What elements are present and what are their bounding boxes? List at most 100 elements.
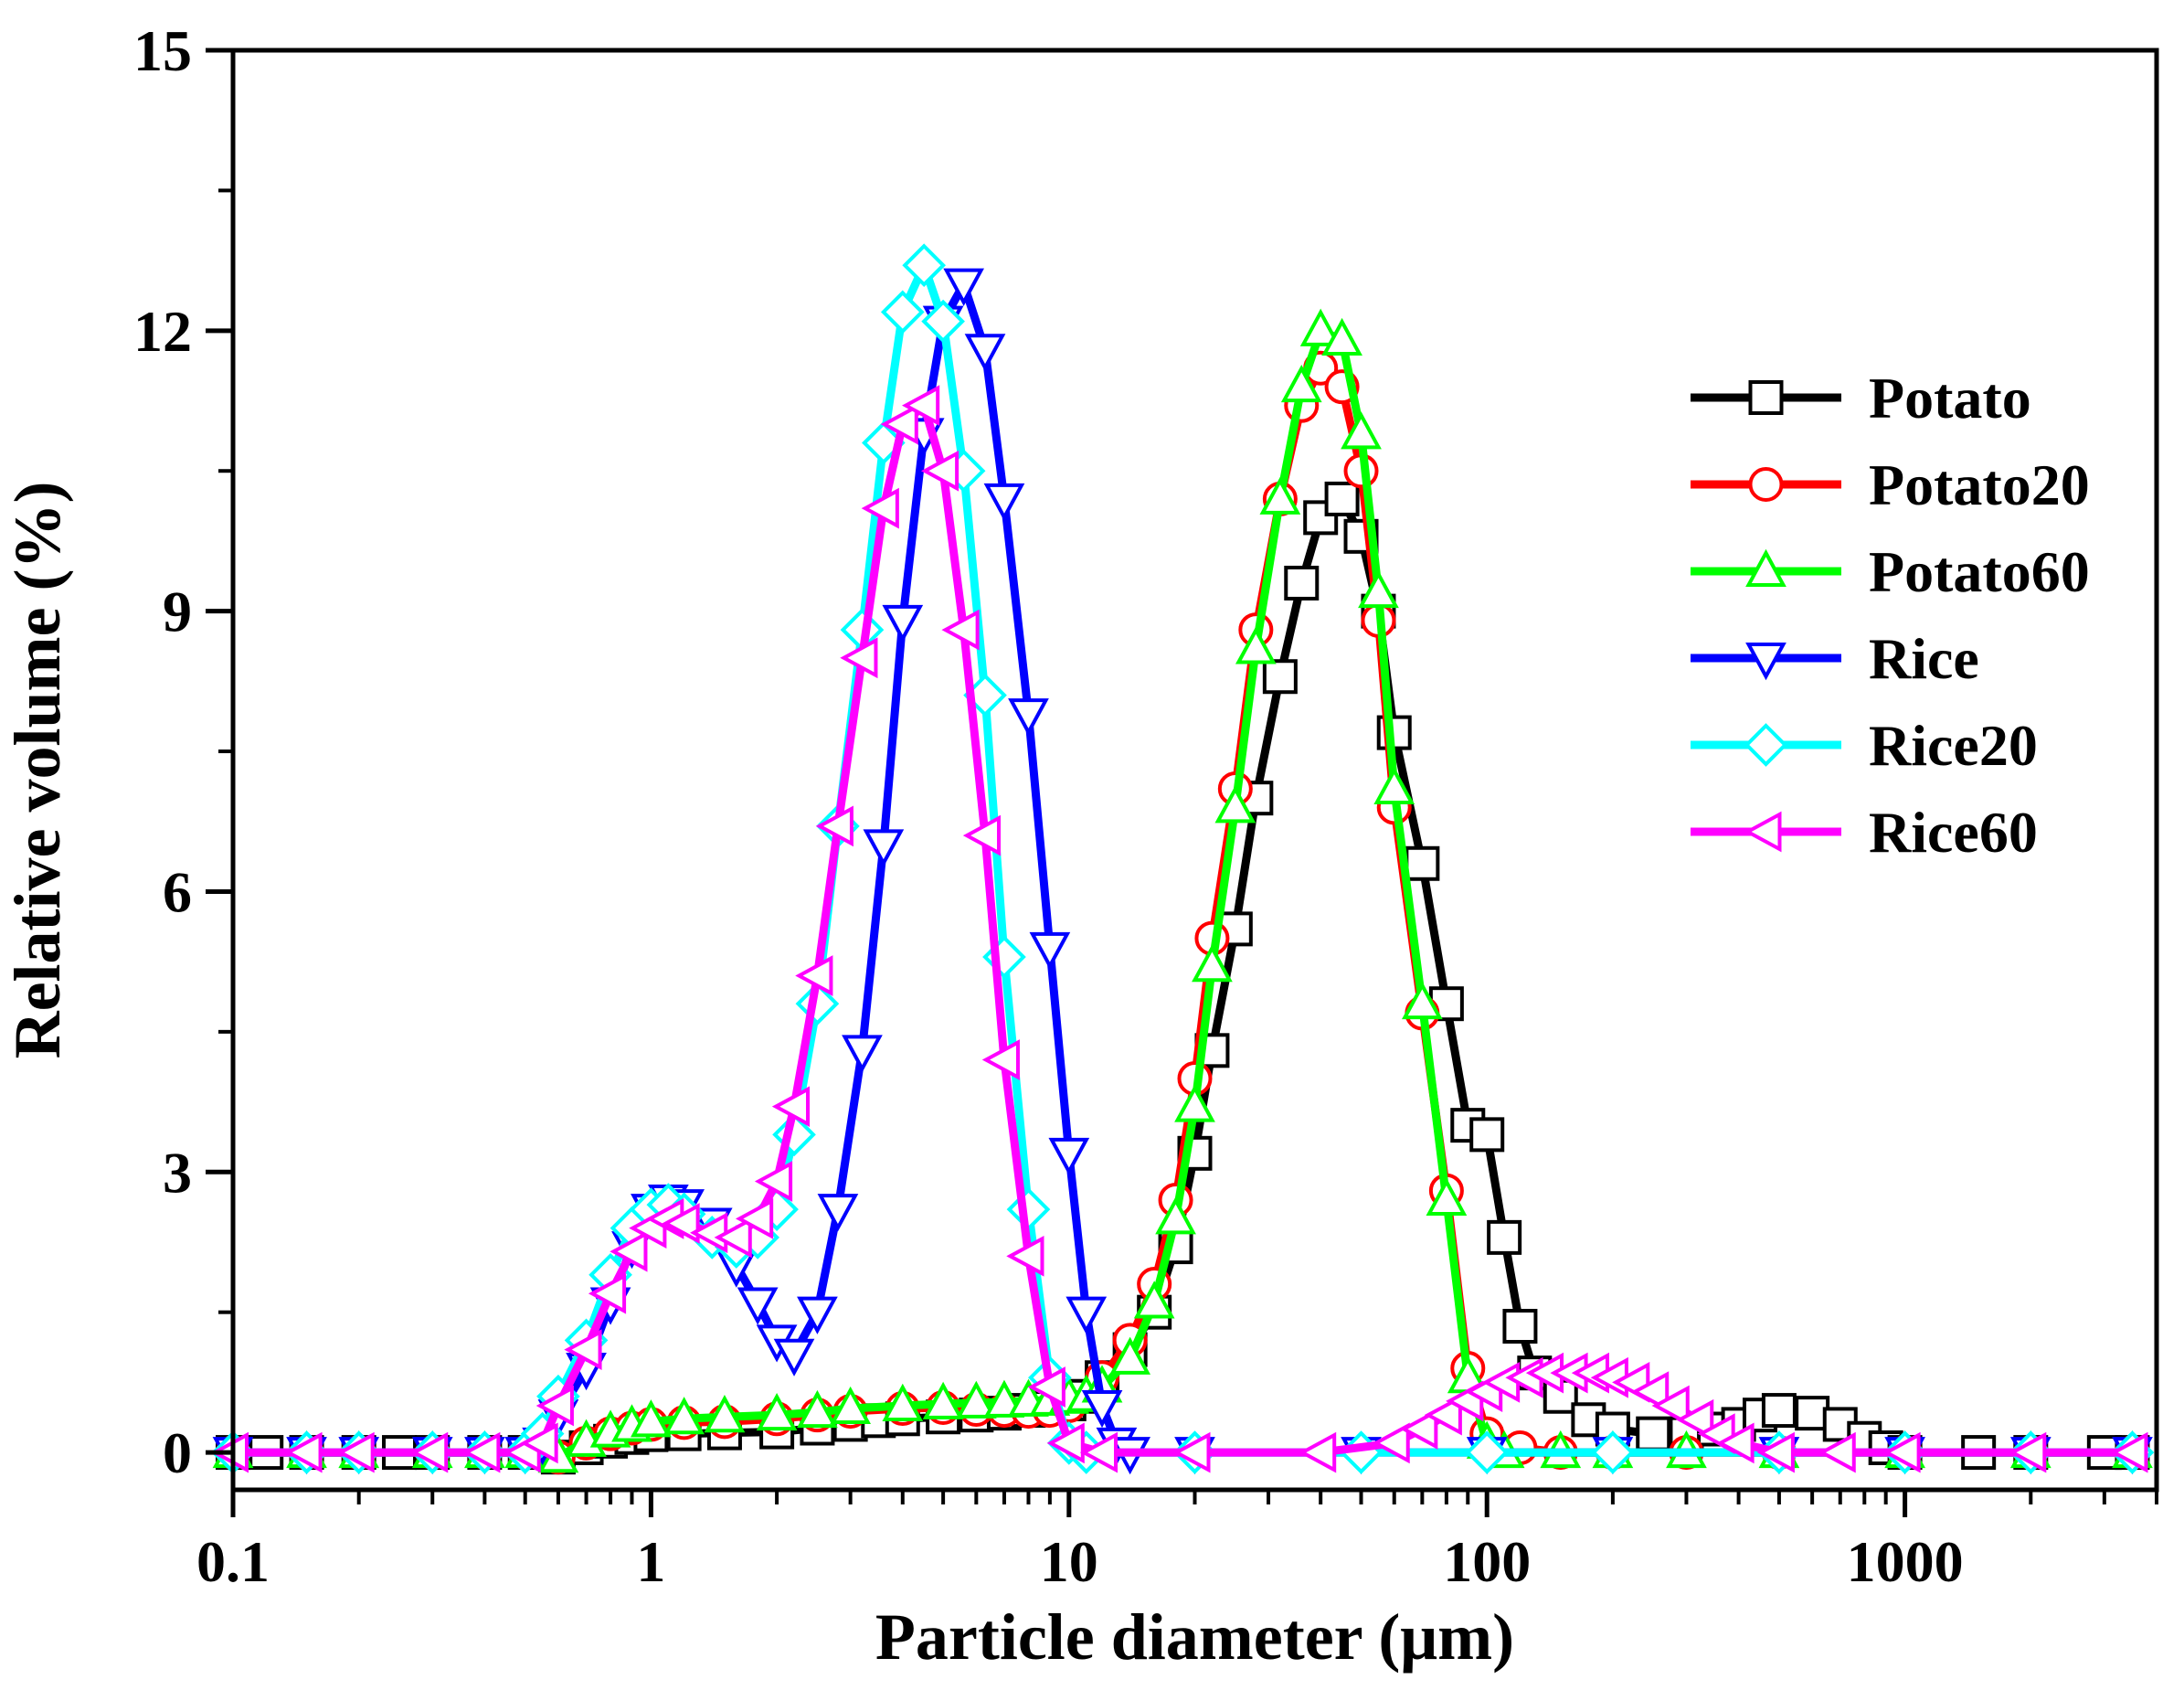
data-point-rice60 xyxy=(284,1431,323,1473)
legend-label-rice20: Rice20 xyxy=(1869,713,2038,778)
data-point-rice60 xyxy=(1716,1422,1755,1464)
data-point-rice60 xyxy=(1299,1431,1337,1473)
data-point-potato60 xyxy=(1192,944,1233,983)
data-point-potato60 xyxy=(1373,766,1415,804)
data-point-rice xyxy=(1008,698,1049,737)
data-point-rice60 xyxy=(771,1086,811,1128)
data-point-potato60 xyxy=(1109,1336,1151,1375)
legend: Potato Potato20 Potato60 Rice Rice20 Rice60 xyxy=(1691,366,2090,865)
legend-item-rice60: Rice60 xyxy=(1691,800,2038,865)
y-tick-label: 15 xyxy=(133,18,192,83)
series-line-rice60 xyxy=(233,401,2133,1457)
data-point-rice60 xyxy=(462,1431,501,1473)
legend-label-potato60: Potato60 xyxy=(1869,539,2090,604)
data-point-potato60 xyxy=(1321,317,1362,356)
data-point-rice xyxy=(1029,931,1071,971)
data-point-rice xyxy=(773,1338,815,1376)
data-point-rice60 xyxy=(815,805,853,847)
y-tick-label: 0 xyxy=(163,1420,192,1485)
data-point-potato xyxy=(1262,659,1298,695)
series-potato60 xyxy=(212,308,2153,1473)
data-point-rice20 xyxy=(902,243,947,288)
data-point-rice60 xyxy=(714,1217,752,1259)
data-point-rice60 xyxy=(410,1431,449,1473)
data-point-potato xyxy=(1405,845,1440,881)
legend-marker-rice xyxy=(1745,643,1786,681)
data-point-potato xyxy=(1469,1117,1505,1153)
data-point-rice60 xyxy=(1046,1422,1085,1464)
data-point-potato xyxy=(1761,1393,1797,1429)
data-point-rice60 xyxy=(535,1385,574,1427)
legend-item-potato60: Potato60 xyxy=(1691,539,2090,604)
data-point-rice xyxy=(1048,1137,1090,1176)
series-line-potato xyxy=(233,494,2133,1461)
data-point-rice60 xyxy=(588,1272,627,1314)
data-point-rice60 xyxy=(662,1203,700,1244)
data-point-rice xyxy=(737,1287,779,1325)
series-rice60 xyxy=(210,385,2148,1473)
data-point-rice60 xyxy=(941,609,980,651)
legend-marker-potato60 xyxy=(1745,548,1786,587)
axis-layer: 0.1 1 10 100 1000 0 3 6 9 12 15 xyxy=(133,18,2158,1594)
legend-marker-rice60 xyxy=(1744,811,1782,853)
data-point-rice xyxy=(943,268,984,306)
data-point-rice60 xyxy=(754,1161,793,1202)
data-point-potato60 xyxy=(631,1399,672,1438)
legend-label-potato20: Potato20 xyxy=(1869,452,2090,517)
series-layer xyxy=(210,243,2155,1475)
legend-item-potato: Potato xyxy=(1691,366,2031,430)
data-point-rice60 xyxy=(1818,1431,1856,1473)
data-point-potato60 xyxy=(1214,785,1256,824)
data-point-rice60 xyxy=(1676,1398,1714,1440)
data-point-potato60 xyxy=(663,1397,705,1435)
data-point-rice60 xyxy=(981,1039,1020,1080)
legend-label-rice: Rice xyxy=(1869,626,1979,691)
data-point-rice xyxy=(817,1194,859,1232)
data-point-potato60 xyxy=(922,1381,964,1419)
y-tick-label: 9 xyxy=(163,579,192,644)
data-point-rice xyxy=(842,1035,883,1073)
data-point-potato60 xyxy=(1426,1177,1468,1216)
data-point-rice60 xyxy=(1424,1394,1462,1436)
x-tick-label: 0.1 xyxy=(196,1529,270,1594)
legend-label-rice60: Rice60 xyxy=(1869,800,2038,865)
data-point-potato xyxy=(1487,1219,1522,1255)
data-point-rice60 xyxy=(880,403,918,445)
y-axis-title: Relative volume (%) xyxy=(1,482,74,1059)
series-line-rice20 xyxy=(233,260,2133,1457)
data-point-potato60 xyxy=(1299,308,1341,346)
data-point-potato xyxy=(1502,1309,1538,1345)
data-point-rice60 xyxy=(1172,1431,1211,1473)
data-point-rice60 xyxy=(1882,1431,1921,1473)
data-point-potato60 xyxy=(1358,569,1399,609)
data-point-potato xyxy=(1284,565,1320,601)
data-point-rice xyxy=(882,604,924,643)
data-point-potato60 xyxy=(1155,1196,1196,1235)
legend-marker-potato20 xyxy=(1748,467,1784,502)
x-tick-label: 10 xyxy=(1040,1529,1098,1594)
data-point-rice xyxy=(983,483,1025,522)
legend-item-potato20: Potato20 xyxy=(1691,452,2090,517)
series-line-potato20 xyxy=(233,364,2133,1461)
data-point-rice60 xyxy=(520,1422,558,1464)
data-point-rice60 xyxy=(840,637,878,679)
data-point-rice60 xyxy=(336,1431,375,1473)
x-axis-title: Particle diameter (μm) xyxy=(875,1600,1514,1674)
data-point-rice20 xyxy=(1591,1430,1635,1474)
data-point-rice60 xyxy=(735,1198,774,1239)
x-tick-label: 100 xyxy=(1443,1529,1531,1594)
data-point-potato60 xyxy=(1280,364,1322,403)
data-point-rice60 xyxy=(1756,1431,1795,1473)
data-point-potato60 xyxy=(830,1386,872,1425)
data-point-potato60 xyxy=(1341,411,1382,450)
data-point-rice60 xyxy=(2110,1431,2148,1473)
data-point-potato60 xyxy=(1133,1281,1175,1319)
data-point-potato60 xyxy=(955,1380,997,1419)
data-point-rice60 xyxy=(920,450,959,492)
data-point-potato xyxy=(1324,481,1360,516)
series-potato xyxy=(216,481,2150,1475)
data-point-rice60 xyxy=(962,814,1002,856)
y-tick-label: 3 xyxy=(163,1140,192,1205)
legend-marker-rice20 xyxy=(1744,723,1788,767)
